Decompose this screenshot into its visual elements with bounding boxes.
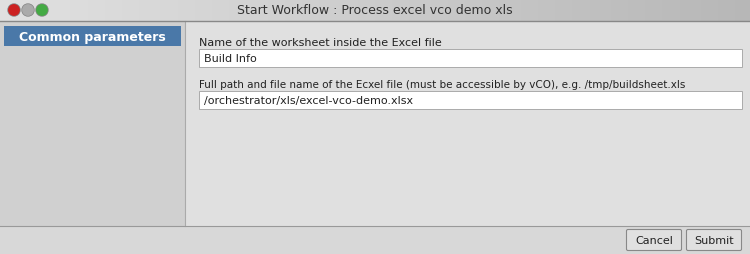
Text: /orchestrator/xls/excel-vco-demo.xlsx: /orchestrator/xls/excel-vco-demo.xlsx xyxy=(204,96,413,106)
Circle shape xyxy=(36,5,48,17)
Text: Build Info: Build Info xyxy=(204,54,257,64)
Circle shape xyxy=(22,6,33,16)
FancyBboxPatch shape xyxy=(686,230,742,250)
FancyBboxPatch shape xyxy=(0,226,750,254)
Text: Start Workflow : Process excel vco demo xls: Start Workflow : Process excel vco demo … xyxy=(237,5,513,18)
Text: Cancel: Cancel xyxy=(635,235,673,245)
FancyBboxPatch shape xyxy=(0,22,750,226)
FancyBboxPatch shape xyxy=(199,92,742,109)
FancyBboxPatch shape xyxy=(4,27,181,47)
Circle shape xyxy=(8,5,20,17)
Text: Full path and file name of the Ecxel file (must be accessible by vCO), e.g. /tmp: Full path and file name of the Ecxel fil… xyxy=(199,80,686,90)
Circle shape xyxy=(37,6,47,16)
Text: Common parameters: Common parameters xyxy=(20,30,166,43)
Circle shape xyxy=(22,5,34,17)
Text: Submit: Submit xyxy=(694,235,734,245)
Circle shape xyxy=(9,6,20,16)
FancyBboxPatch shape xyxy=(199,50,742,68)
Text: Name of the worksheet inside the Excel file: Name of the worksheet inside the Excel f… xyxy=(199,38,442,48)
FancyBboxPatch shape xyxy=(626,230,682,250)
FancyBboxPatch shape xyxy=(0,22,185,226)
